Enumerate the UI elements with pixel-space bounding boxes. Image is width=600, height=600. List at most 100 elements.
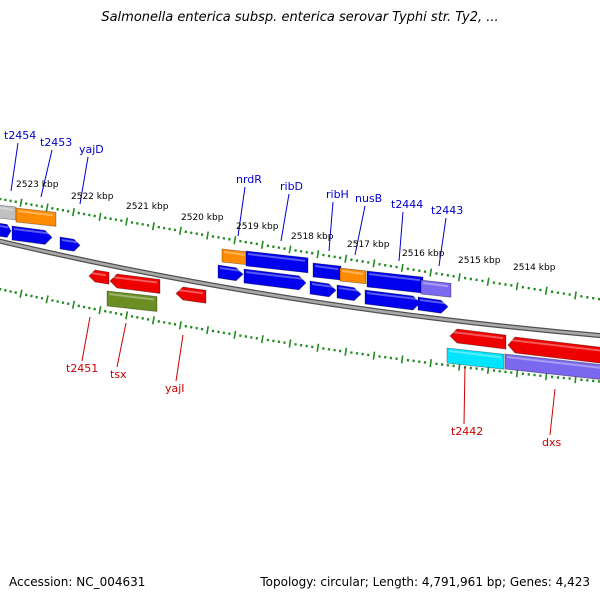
leader-line [398,211,404,262]
leader-line [438,217,447,267]
tick-mark [344,347,348,356]
tick-mark [45,295,49,304]
lower-tick-track [0,287,600,384]
gene-label-dxs[interactable]: dxs [542,436,561,449]
kbp-label: 2514 kbp [513,263,556,273]
tick-mark [151,316,155,325]
kbp-label: 2520 kbp [181,213,224,223]
leader-line [354,205,366,256]
gene-label-nusB[interactable]: nusB [355,192,382,205]
tick-mark [9,290,12,293]
leader-line [10,142,19,192]
tick-mark [146,317,150,321]
tick-mark [82,212,86,216]
gene-feature-highlight [14,228,49,235]
gene-label-t2444[interactable]: t2444 [391,198,423,211]
tick-mark [260,335,264,344]
gene-label-t2443[interactable]: t2443 [431,204,463,217]
tick-mark [574,291,577,300]
gene-label-yajI[interactable]: yajI [165,382,185,395]
tick-mark [130,314,134,318]
tick-mark [544,286,548,295]
tick-mark [72,208,75,217]
tick-mark [515,282,519,291]
gene-label-ribH[interactable]: ribH [326,188,349,201]
tick-mark [119,312,123,316]
tick-mark [30,294,33,298]
tick-mark [178,321,182,330]
tick-mark [400,355,404,364]
map-title: Salmonella enterica subsp. enterica sero… [101,10,499,25]
tick-mark [316,250,320,259]
gene-feature [420,279,452,298]
gene-feature-highlight [0,225,8,229]
backbone [0,238,600,339]
tick-mark [98,306,102,315]
tick-mark [82,305,86,309]
tick-mark [545,372,548,381]
gene-feature [217,264,244,282]
leader-line [175,334,184,382]
tick-mark [515,369,519,378]
gene-feature [0,222,12,238]
forward-gene-labels: t2454 t2453 yajD nrdR ribD ribH nusB t24… [4,129,463,217]
gene-label-ribD[interactable]: ribD [280,180,303,193]
gene-label-t2453[interactable]: t2453 [40,136,72,149]
gene-feature-highlight [420,299,445,305]
tick-mark [93,307,96,311]
kbp-label: 2522 kbp [71,192,114,202]
gene-feature-highlight [0,207,13,211]
gene-label-tsx[interactable]: tsx [110,368,127,381]
tick-mark [88,213,91,217]
tick-mark [19,198,23,207]
tick-mark [77,304,81,308]
tick-mark [103,309,107,313]
gene-feature [175,286,207,304]
leader-line [463,366,466,425]
gene-label-nrdR[interactable]: nrdR [236,173,262,186]
gene-feature-highlight [224,251,245,256]
gene-feature-highlight [423,282,448,288]
tick-mark [344,254,348,263]
gene-feature [0,204,17,221]
gene-label-yajD[interactable]: yajD [79,143,104,156]
kbp-labels: 2523 kbp 2522 kbp 2521 kbp 2520 kbp 2519… [16,180,556,273]
gene-feature [364,289,421,311]
tick-mark [35,295,38,299]
leader-line [79,156,89,205]
gene-feature-highlight [315,265,338,271]
gene-label-t2442[interactable]: t2442 [451,425,483,438]
tick-mark [429,359,432,368]
gene-label-t2451[interactable]: t2451 [66,362,98,375]
tick-mark [114,311,118,315]
tick-mark [125,311,129,320]
gene-feature [507,336,600,364]
tick-mark [40,296,44,300]
gene-feature [59,236,81,252]
tick-mark [372,351,376,360]
leader-line [116,322,127,368]
tick-mark [178,226,182,235]
kbp-label: 2519 kbp [236,222,279,232]
tick-mark [24,293,28,297]
kbp-label: 2515 kbp [458,256,501,266]
tick-mark [233,330,237,339]
gene-feature-highlight [312,283,333,288]
tick-mark [56,207,59,211]
gene-feature-highlight [452,331,503,340]
gene-feature-highlight [246,271,303,280]
tick-mark [288,339,292,348]
gene-label-t2454[interactable]: t2454 [4,129,36,142]
tick-mark [98,212,102,221]
tick-mark [372,259,376,268]
tick-mark [56,300,59,303]
kbp-label: 2517 kbp [347,240,390,250]
tick-mark [206,231,209,240]
tick-mark [61,301,65,305]
tick-mark [260,240,264,249]
accession-text: Accession: NC_004631 [9,575,146,589]
tick-mark [233,236,237,245]
tick-mark [77,211,81,215]
gene-feature [446,347,505,370]
tick-mark [45,203,49,212]
